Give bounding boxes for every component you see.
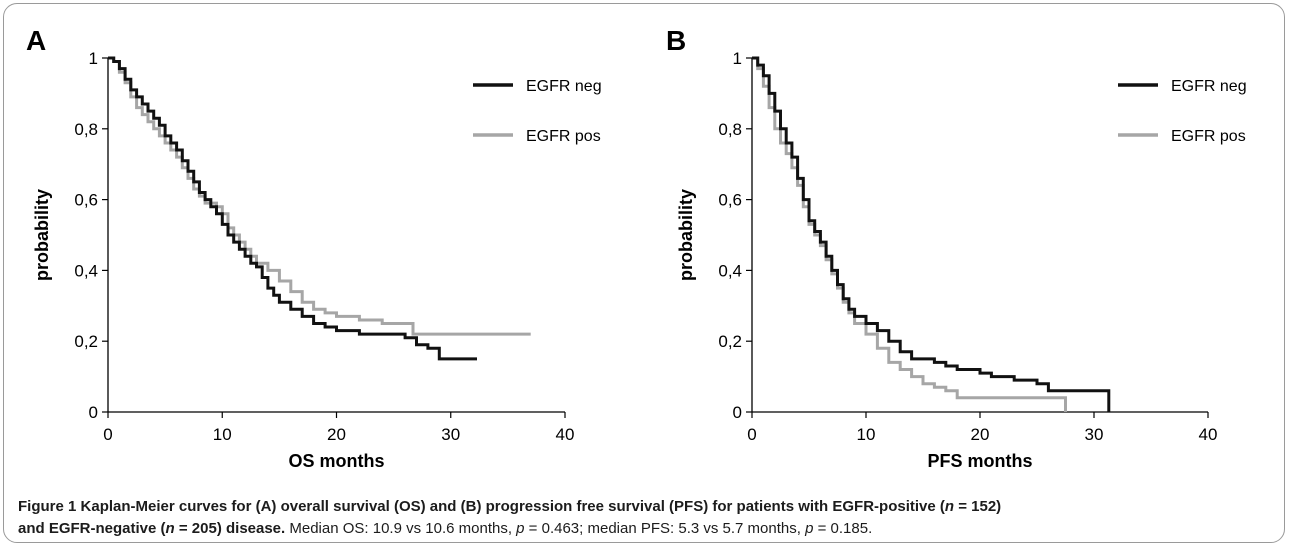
caption-p-os: = 0.463; median PFS: 5.3 vs 5.7 months, <box>524 520 806 537</box>
y-tick-label: 0,8 <box>74 120 98 139</box>
legend-label: EGFR pos <box>526 128 601 145</box>
legend-label: EGFR neg <box>526 78 602 95</box>
x-tick-label: 20 <box>327 425 346 444</box>
y-tick-label: 0,8 <box>718 120 742 139</box>
legend-label: EGFR pos <box>1171 128 1246 145</box>
caption-n-symbol-2: n <box>165 520 175 537</box>
y-tick-label: 1 <box>733 49 742 68</box>
caption-p-symbol: p <box>516 520 525 537</box>
km-curve-egfr-pos <box>108 56 531 336</box>
legend-label: EGFR neg <box>1171 78 1247 95</box>
km-curve-egfr-neg <box>108 56 477 361</box>
caption-n-neg: = 205) disease. <box>174 520 286 537</box>
km-curve-egfr-pos <box>752 56 1067 412</box>
panel-letter: A <box>26 25 46 56</box>
caption-title-part1: Kaplan-Meier curves for (A) overall surv… <box>76 498 945 515</box>
x-tick-label: 0 <box>103 425 112 444</box>
y-axis-title: probability <box>32 189 52 281</box>
figure-caption: Figure 1 Kaplan-Meier curves for (A) ove… <box>18 496 1273 540</box>
y-tick-label: 0 <box>733 403 742 422</box>
y-tick-label: 0,4 <box>74 261 98 280</box>
caption-median-os: Median OS: 10.9 vs 10.6 months, <box>285 520 517 537</box>
caption-p-pfs: = 0.185. <box>813 520 873 537</box>
x-tick-label: 30 <box>441 425 460 444</box>
y-tick-label: 0,2 <box>74 332 98 351</box>
x-axis-title: OS months <box>288 451 384 471</box>
caption-n-symbol: n <box>944 498 955 515</box>
x-tick-label: 40 <box>556 425 575 444</box>
x-tick-label: 0 <box>747 425 756 444</box>
x-axis-title: PFS months <box>927 451 1032 471</box>
x-tick-label: 10 <box>857 425 876 444</box>
km-curve-egfr-neg <box>752 56 1111 412</box>
caption-p-symbol-2: p <box>805 520 814 537</box>
caption-label: Figure 1 <box>18 498 77 515</box>
figure-frame <box>3 3 1285 543</box>
y-tick-label: 0,6 <box>718 191 742 210</box>
x-tick-label: 40 <box>1199 425 1218 444</box>
x-tick-label: 20 <box>971 425 990 444</box>
x-tick-label: 30 <box>1085 425 1104 444</box>
caption-title-part2: and EGFR-negative ( <box>18 520 166 537</box>
y-tick-label: 0,6 <box>74 191 98 210</box>
y-axis-title: probability <box>676 189 696 281</box>
caption-n-pos: = 152) <box>954 498 1002 515</box>
y-tick-label: 0,2 <box>718 332 742 351</box>
y-tick-label: 1 <box>89 49 98 68</box>
y-tick-label: 0,4 <box>718 261 742 280</box>
panel-letter: B <box>666 25 686 56</box>
y-tick-label: 0 <box>89 403 98 422</box>
x-tick-label: 10 <box>213 425 232 444</box>
